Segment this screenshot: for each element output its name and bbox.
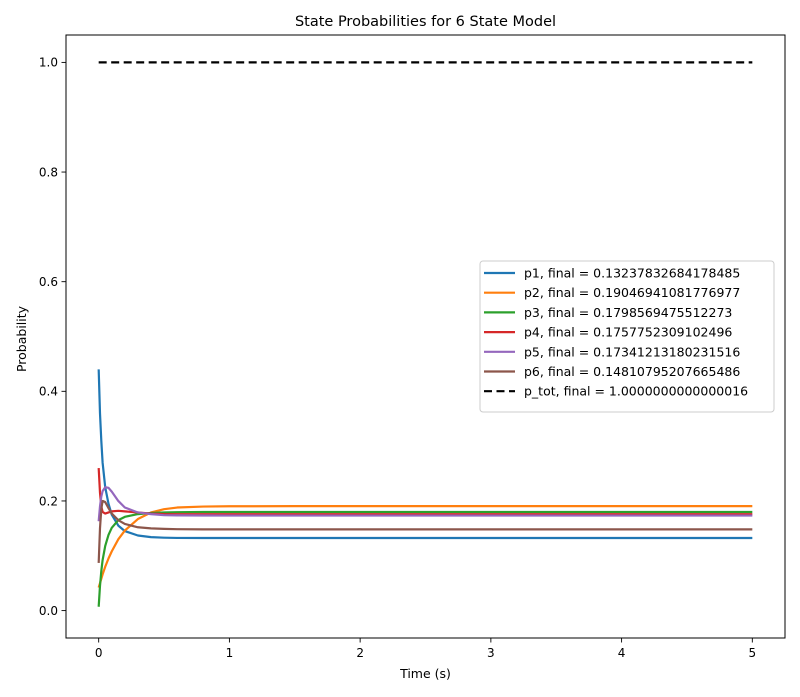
y-tick-label: 0.2 [39, 494, 58, 508]
y-tick-label: 1.0 [39, 56, 58, 70]
x-axis-ticks: 0 1 2 3 4 5 [95, 638, 756, 660]
x-tick-label: 5 [748, 646, 756, 660]
legend-label-7: p_tot, final = 1.0000000000000016 [524, 384, 748, 399]
x-tick-label: 0 [95, 646, 103, 660]
y-tick-label: 0.0 [39, 604, 58, 618]
series-layer [97, 61, 753, 607]
legend-label-6: p6, final = 0.14810795207665486 [524, 364, 740, 379]
x-tick-label: 4 [618, 646, 626, 660]
legend-items: p1, final = 0.13237832684178485 p2, final… [484, 266, 748, 399]
legend-box [479, 260, 775, 413]
y-tick-label: 0.8 [39, 165, 58, 179]
y-tick-label: 0.6 [39, 275, 58, 289]
chart-title: State Probabilities for 6 State Model [295, 14, 556, 30]
legend-label-1: p1, final = 0.13237832684178485 [524, 266, 740, 281]
series-line-5 [97, 486, 753, 522]
axes-frame [65, 34, 786, 639]
y-tick-label: 0.4 [39, 385, 58, 399]
legend-label-4: p4, final = 0.1757752309102496 [524, 325, 732, 340]
legend-label-2: p2, final = 0.19046941081776977 [524, 285, 740, 300]
x-tick-label: 3 [487, 646, 495, 660]
x-tick-label: 1 [226, 646, 234, 660]
x-axis-label: Time (s) [399, 666, 451, 681]
y-axis-ticks: 0.0 0.2 0.4 0.6 0.8 1.0 [39, 56, 66, 618]
series-line-1 [97, 369, 753, 540]
legend-label-5: p5, final = 0.17341213180231516 [524, 344, 740, 359]
y-axis-label: Probability [14, 305, 29, 372]
series-line-2 [97, 505, 753, 588]
plot-area: 0 1 2 3 4 5 0.0 0.2 0.4 0.6 0.8 1.0 [39, 34, 786, 660]
series-line-6 [97, 499, 753, 563]
x-tick-label: 2 [356, 646, 364, 660]
legend-label-3: p3, final = 0.1798569475512273 [524, 305, 732, 320]
legend: p1, final = 0.13237832684178485 p2, final… [479, 260, 775, 413]
